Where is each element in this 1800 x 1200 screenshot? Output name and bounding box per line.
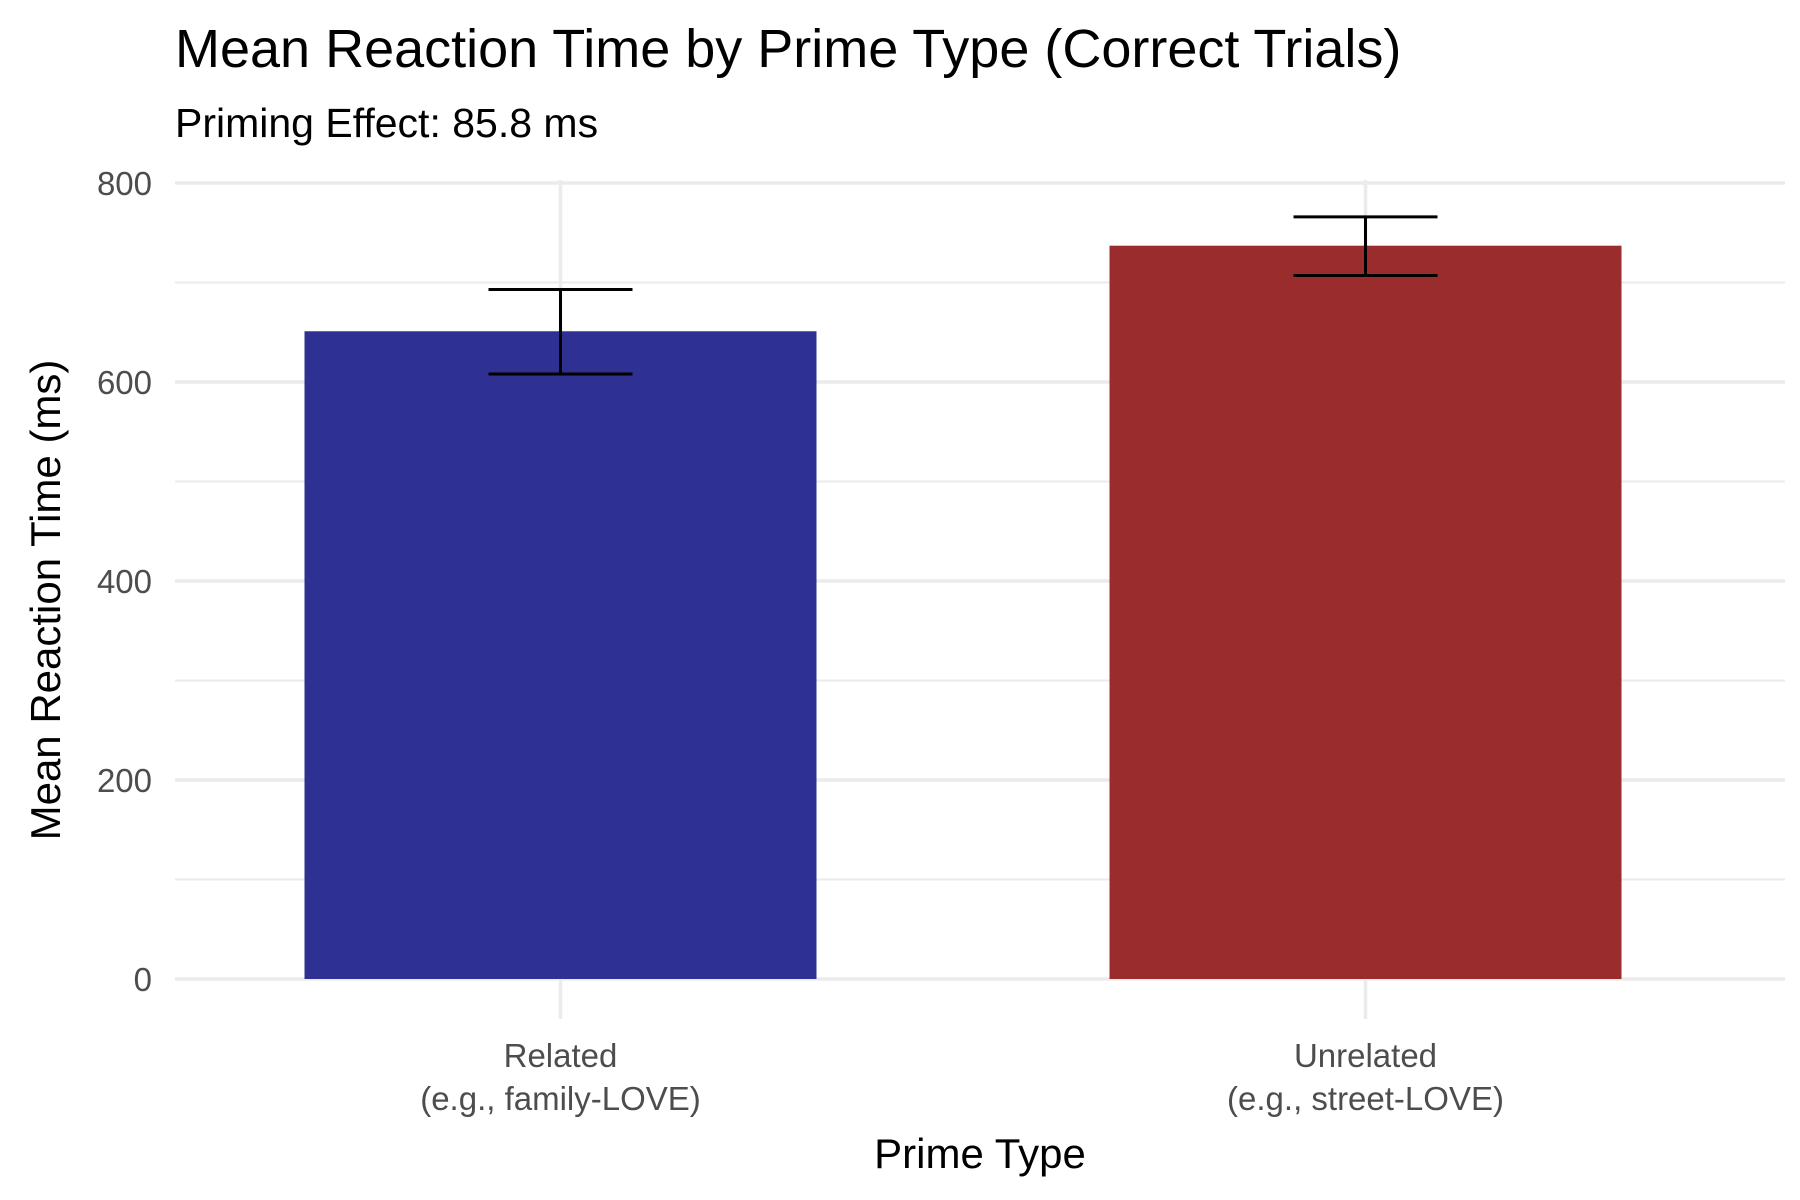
bars [304, 245, 1622, 979]
chart-subtitle: Priming Effect: 85.8 ms [175, 100, 599, 146]
x-axis-ticks: Related (e.g., family-LOVE) Unrelated (e.g.… [420, 1037, 1504, 1117]
y-tick-label: 400 [97, 563, 152, 600]
y-tick-label: 200 [97, 762, 152, 799]
chart-title: Mean Reaction Time by Prime Type (Correc… [175, 19, 1402, 79]
y-tick-label: 800 [97, 165, 152, 202]
y-tick-label: 600 [97, 364, 152, 401]
y-axis-title: Mean Reaction Time (ms) [22, 360, 69, 841]
bar-unrelated [1109, 245, 1622, 979]
x-tick-label-example: (e.g., street-LOVE) [1227, 1080, 1504, 1117]
x-tick-label-example: (e.g., family-LOVE) [420, 1080, 701, 1117]
bar-related [304, 331, 817, 979]
error-bar [488, 287, 633, 376]
x-tick-label: Related [504, 1037, 618, 1074]
error-bar [1293, 215, 1438, 278]
y-tick-label: 0 [134, 961, 152, 998]
x-axis-title: Prime Type [874, 1130, 1086, 1177]
x-tick-label: Unrelated [1294, 1037, 1437, 1074]
y-axis-ticks: 0 200 400 600 800 [97, 165, 152, 998]
error-bars [488, 215, 1438, 376]
